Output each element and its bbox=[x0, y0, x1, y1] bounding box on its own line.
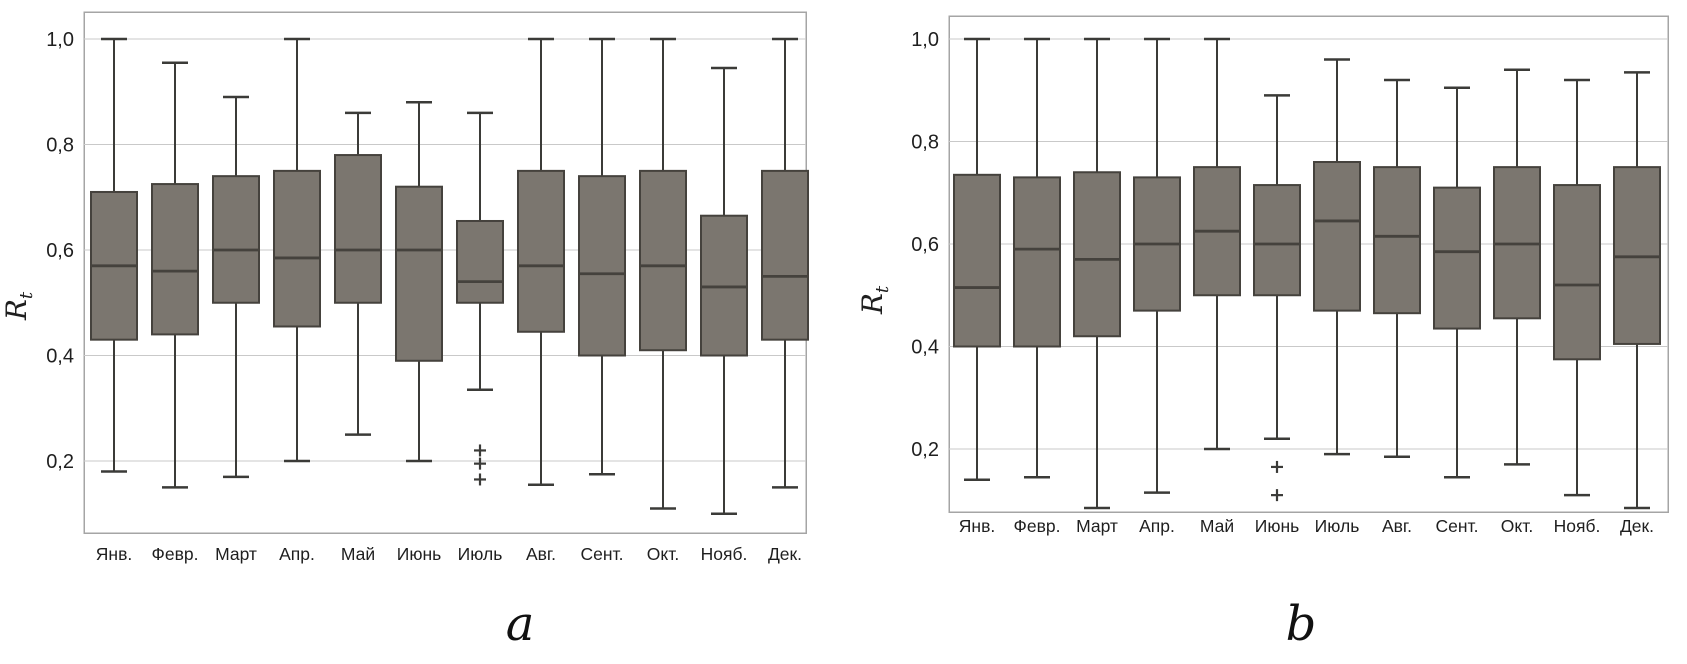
x-tick-label: Янв. bbox=[96, 544, 132, 564]
iqr-box bbox=[517, 169, 565, 333]
box-group-11 bbox=[700, 66, 748, 515]
iqr-box bbox=[212, 175, 260, 304]
iqr-box bbox=[395, 185, 443, 362]
iqr-box bbox=[151, 183, 199, 336]
box-group-4 bbox=[273, 37, 321, 463]
x-tick-label: Дек. bbox=[1620, 516, 1654, 536]
x-tick-label: Янв. bbox=[959, 516, 995, 536]
x-tick-label: Апр. bbox=[1139, 516, 1175, 536]
y-axis-title: Rt bbox=[0, 291, 37, 321]
box-group-9 bbox=[578, 37, 626, 476]
box-group-7 bbox=[456, 111, 504, 486]
iqr-box bbox=[761, 169, 809, 341]
box-group-7 bbox=[1313, 58, 1361, 456]
iqr-box bbox=[273, 169, 321, 328]
iqr-box bbox=[1253, 184, 1301, 297]
x-tick-label: Март bbox=[1076, 516, 1118, 536]
x-tick-label: Дек. bbox=[768, 544, 802, 564]
x-tick-label: Февр. bbox=[1014, 516, 1061, 536]
y-tick-label: 0,4 bbox=[911, 337, 939, 359]
box-group-8 bbox=[517, 37, 565, 486]
x-tick-label: Июль bbox=[458, 544, 503, 564]
x-tick-label: Май bbox=[1200, 516, 1234, 536]
iqr-box bbox=[1373, 166, 1421, 315]
x-tick-label: Апр. bbox=[279, 544, 315, 564]
x-tick-label: Март bbox=[215, 544, 257, 564]
y-tick-label: 1,0 bbox=[911, 29, 939, 51]
boxplot-chart-b: 1,0 0,8 0,6 0,4 0,2 Rt Янв. Февр. Март Апр. Май Июн… bbox=[856, 15, 1669, 536]
iqr-box bbox=[639, 169, 687, 352]
plot-border bbox=[948, 15, 1669, 513]
iqr-box bbox=[953, 173, 1001, 348]
x-tick-label: Авг. bbox=[526, 544, 556, 564]
y-tick-label: 0,8 bbox=[911, 132, 939, 154]
box-group-5 bbox=[1193, 37, 1241, 451]
x-tick-label: Авг. bbox=[1382, 516, 1412, 536]
iqr-box bbox=[1433, 186, 1481, 330]
box-group-3 bbox=[212, 95, 260, 479]
box-group-10 bbox=[639, 37, 687, 510]
y-tick-label: 0,2 bbox=[911, 439, 939, 461]
x-tick-label: Февр. bbox=[152, 544, 199, 564]
x-tick-label: Июль bbox=[1315, 516, 1360, 536]
y-axis-title: Rt bbox=[856, 285, 893, 315]
box-group-6 bbox=[395, 101, 443, 463]
x-tick-label: Сент. bbox=[581, 544, 624, 564]
iqr-box bbox=[1013, 176, 1061, 348]
iqr-box bbox=[334, 154, 382, 304]
y-tick-label: 0,6 bbox=[46, 240, 74, 262]
iqr-box bbox=[578, 175, 626, 357]
x-tick-label: Май bbox=[341, 544, 375, 564]
box-group-10 bbox=[1493, 68, 1541, 466]
box-group-1 bbox=[953, 37, 1001, 481]
x-tick-label: Июнь bbox=[397, 544, 442, 564]
box-group-11 bbox=[1553, 78, 1601, 497]
boxplot-chart-a: 1,0 0,8 0,6 0,4 0,2 Rt Янв. Февр. Март Апр. Май Июн… bbox=[0, 11, 809, 564]
box-group-4 bbox=[1133, 37, 1181, 494]
box-group-5 bbox=[334, 111, 382, 436]
iqr-box bbox=[456, 219, 504, 304]
iqr-box bbox=[1313, 161, 1361, 312]
y-tick-label: 0,8 bbox=[46, 135, 74, 157]
box-group-2 bbox=[151, 61, 199, 489]
iqr-box bbox=[1073, 171, 1121, 338]
box-group-2 bbox=[1013, 37, 1061, 479]
boxplot-panel-b: 1,0 0,8 0,6 0,4 0,2 Rt Янв. Февр. Март Апр. Май Июн… bbox=[830, 0, 1687, 600]
box-group-6 bbox=[1253, 94, 1301, 502]
x-tick-label: Июнь bbox=[1255, 516, 1300, 536]
x-tick-label: Окт. bbox=[1501, 516, 1533, 536]
y-tick-label: 0,4 bbox=[46, 346, 74, 368]
x-tick-label: Окт. bbox=[647, 544, 679, 564]
panel-letter-a: a bbox=[505, 596, 535, 652]
panel-letter-b: b bbox=[1285, 596, 1317, 652]
box-group-12 bbox=[1613, 71, 1661, 510]
boxplot-panel-a: 1,0 0,8 0,6 0,4 0,2 Rt Янв. Февр. Март Апр. Май Июн… bbox=[0, 0, 830, 600]
x-tick-label: Сент. bbox=[1436, 516, 1479, 536]
box-group-8 bbox=[1373, 78, 1421, 458]
box-group-12 bbox=[761, 37, 809, 489]
iqr-box bbox=[1553, 184, 1601, 361]
y-tick-label: 0,2 bbox=[46, 451, 74, 473]
y-tick-label: 1,0 bbox=[46, 29, 74, 51]
x-tick-label: Нояб. bbox=[1554, 516, 1601, 536]
y-tick-label: 0,6 bbox=[911, 234, 939, 256]
box-group-1 bbox=[90, 37, 138, 473]
x-tick-label: Нояб. bbox=[701, 544, 748, 564]
box-group-3 bbox=[1073, 37, 1121, 510]
box-group-9 bbox=[1433, 86, 1481, 479]
